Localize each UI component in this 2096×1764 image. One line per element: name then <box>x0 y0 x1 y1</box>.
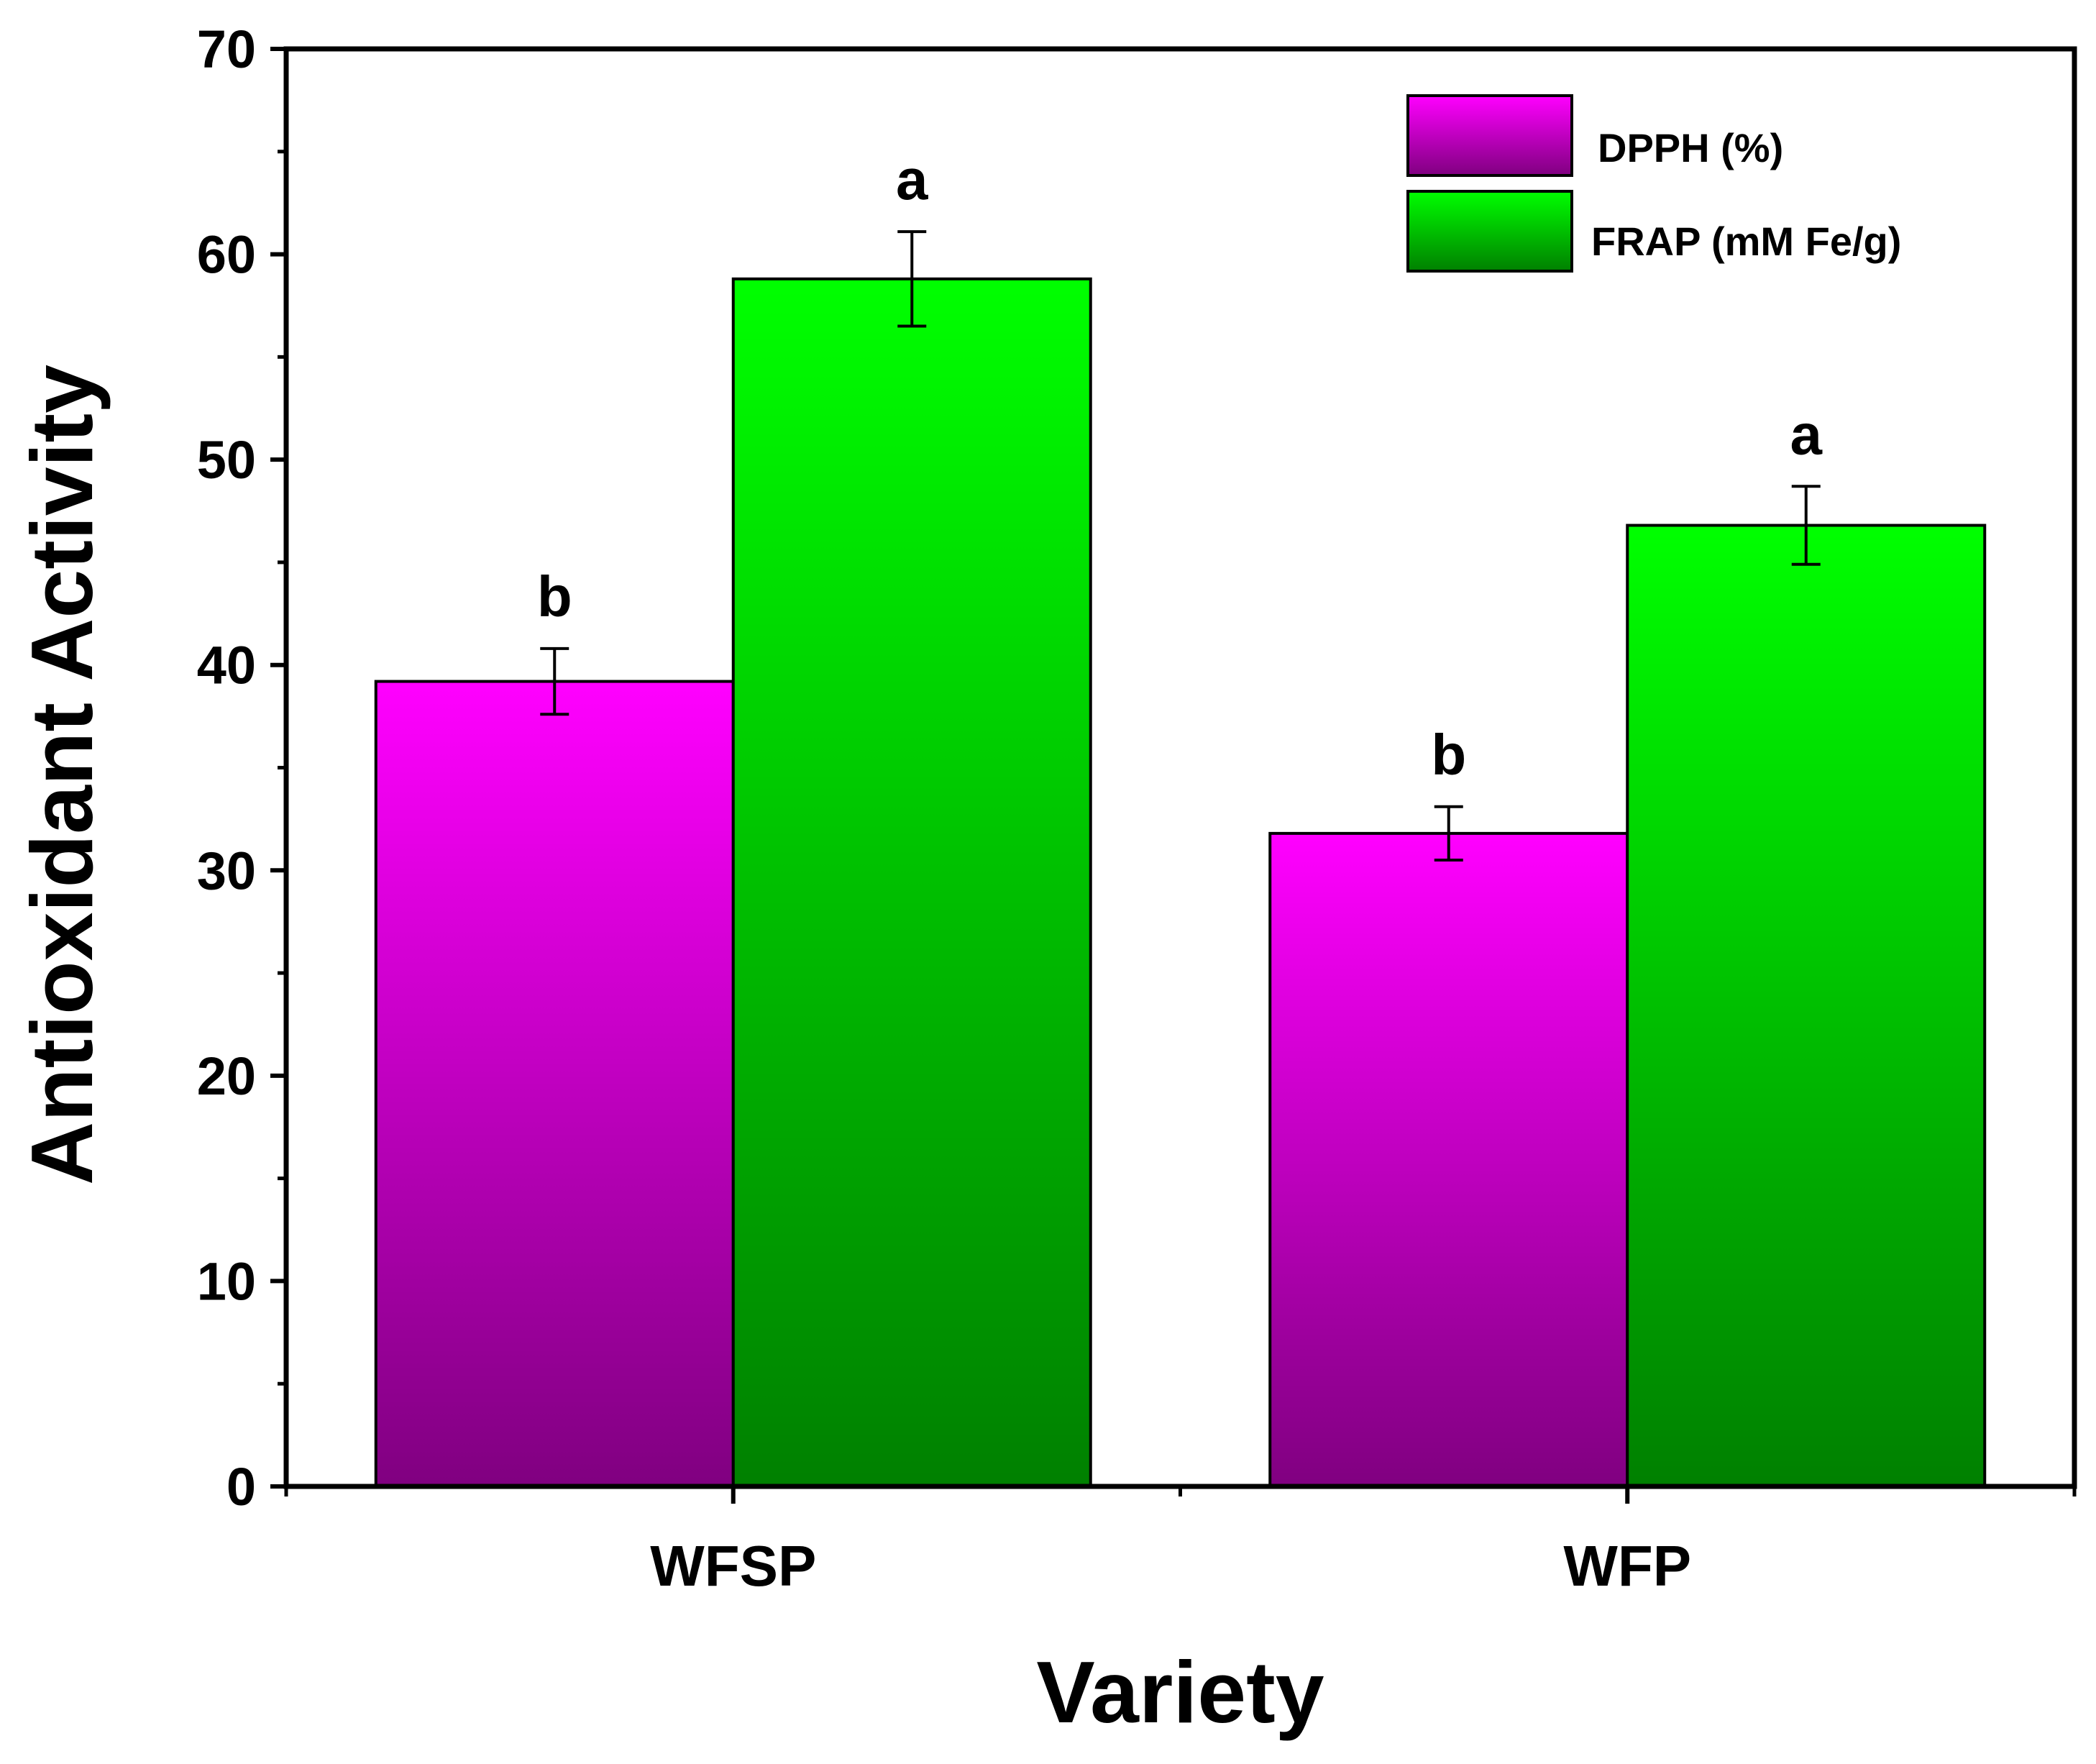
significance-label-frap-wfsp: a <box>896 147 928 211</box>
x-tick-label-wfsp: WFSP <box>650 1534 816 1598</box>
significance-label-dpph-wfp: b <box>1431 723 1466 787</box>
y-tick-label: 50 <box>197 430 256 490</box>
error-bar-dpph-wfp <box>1434 805 1463 862</box>
y-axis-ticks: 0 10 20 30 40 50 60 70 <box>197 19 286 1517</box>
bar-dpph-wfsp <box>374 680 735 1488</box>
legend-swatch-frap <box>1406 190 1573 273</box>
y-tick-label: 20 <box>197 1046 256 1106</box>
y-tick-label: 10 <box>197 1251 256 1311</box>
y-tick-label: 40 <box>197 636 256 695</box>
x-axis-title: Variety <box>1036 1643 1324 1741</box>
bar-frap-wfp <box>1626 524 1987 1488</box>
x-tick-label-wfp: WFP <box>1563 1534 1691 1598</box>
significance-labels-layer: b a b a <box>537 147 1823 787</box>
bar-dpph-wfp <box>1268 831 1629 1488</box>
legend-swatch-dpph <box>1406 94 1573 177</box>
error-bar-frap-wfp <box>1791 485 1821 566</box>
bar-frap-wfsp <box>731 277 1092 1489</box>
error-bars-layer <box>540 230 1821 862</box>
significance-label-dpph-wfsp: b <box>537 565 572 629</box>
legend-label-dpph: DPPH (%) <box>1598 125 1783 170</box>
y-tick-label: 0 <box>226 1457 256 1517</box>
y-tick-label: 60 <box>197 225 256 285</box>
bars-layer <box>374 277 1987 1489</box>
legend: DPPH (%) FRAP (mM Fe/g) <box>1406 94 1901 273</box>
y-tick-label: 30 <box>197 841 256 900</box>
error-bar-frap-wfsp <box>897 230 927 328</box>
x-axis-ticks: WFSP WFP <box>284 1486 2077 1598</box>
error-bar-dpph-wfsp <box>540 646 569 716</box>
y-axis-title: Antioxidant Activity <box>13 365 111 1185</box>
y-tick-label: 70 <box>197 19 256 79</box>
significance-label-frap-wfp: a <box>1790 402 1823 466</box>
legend-label-frap: FRAP (mM Fe/g) <box>1591 219 1901 264</box>
